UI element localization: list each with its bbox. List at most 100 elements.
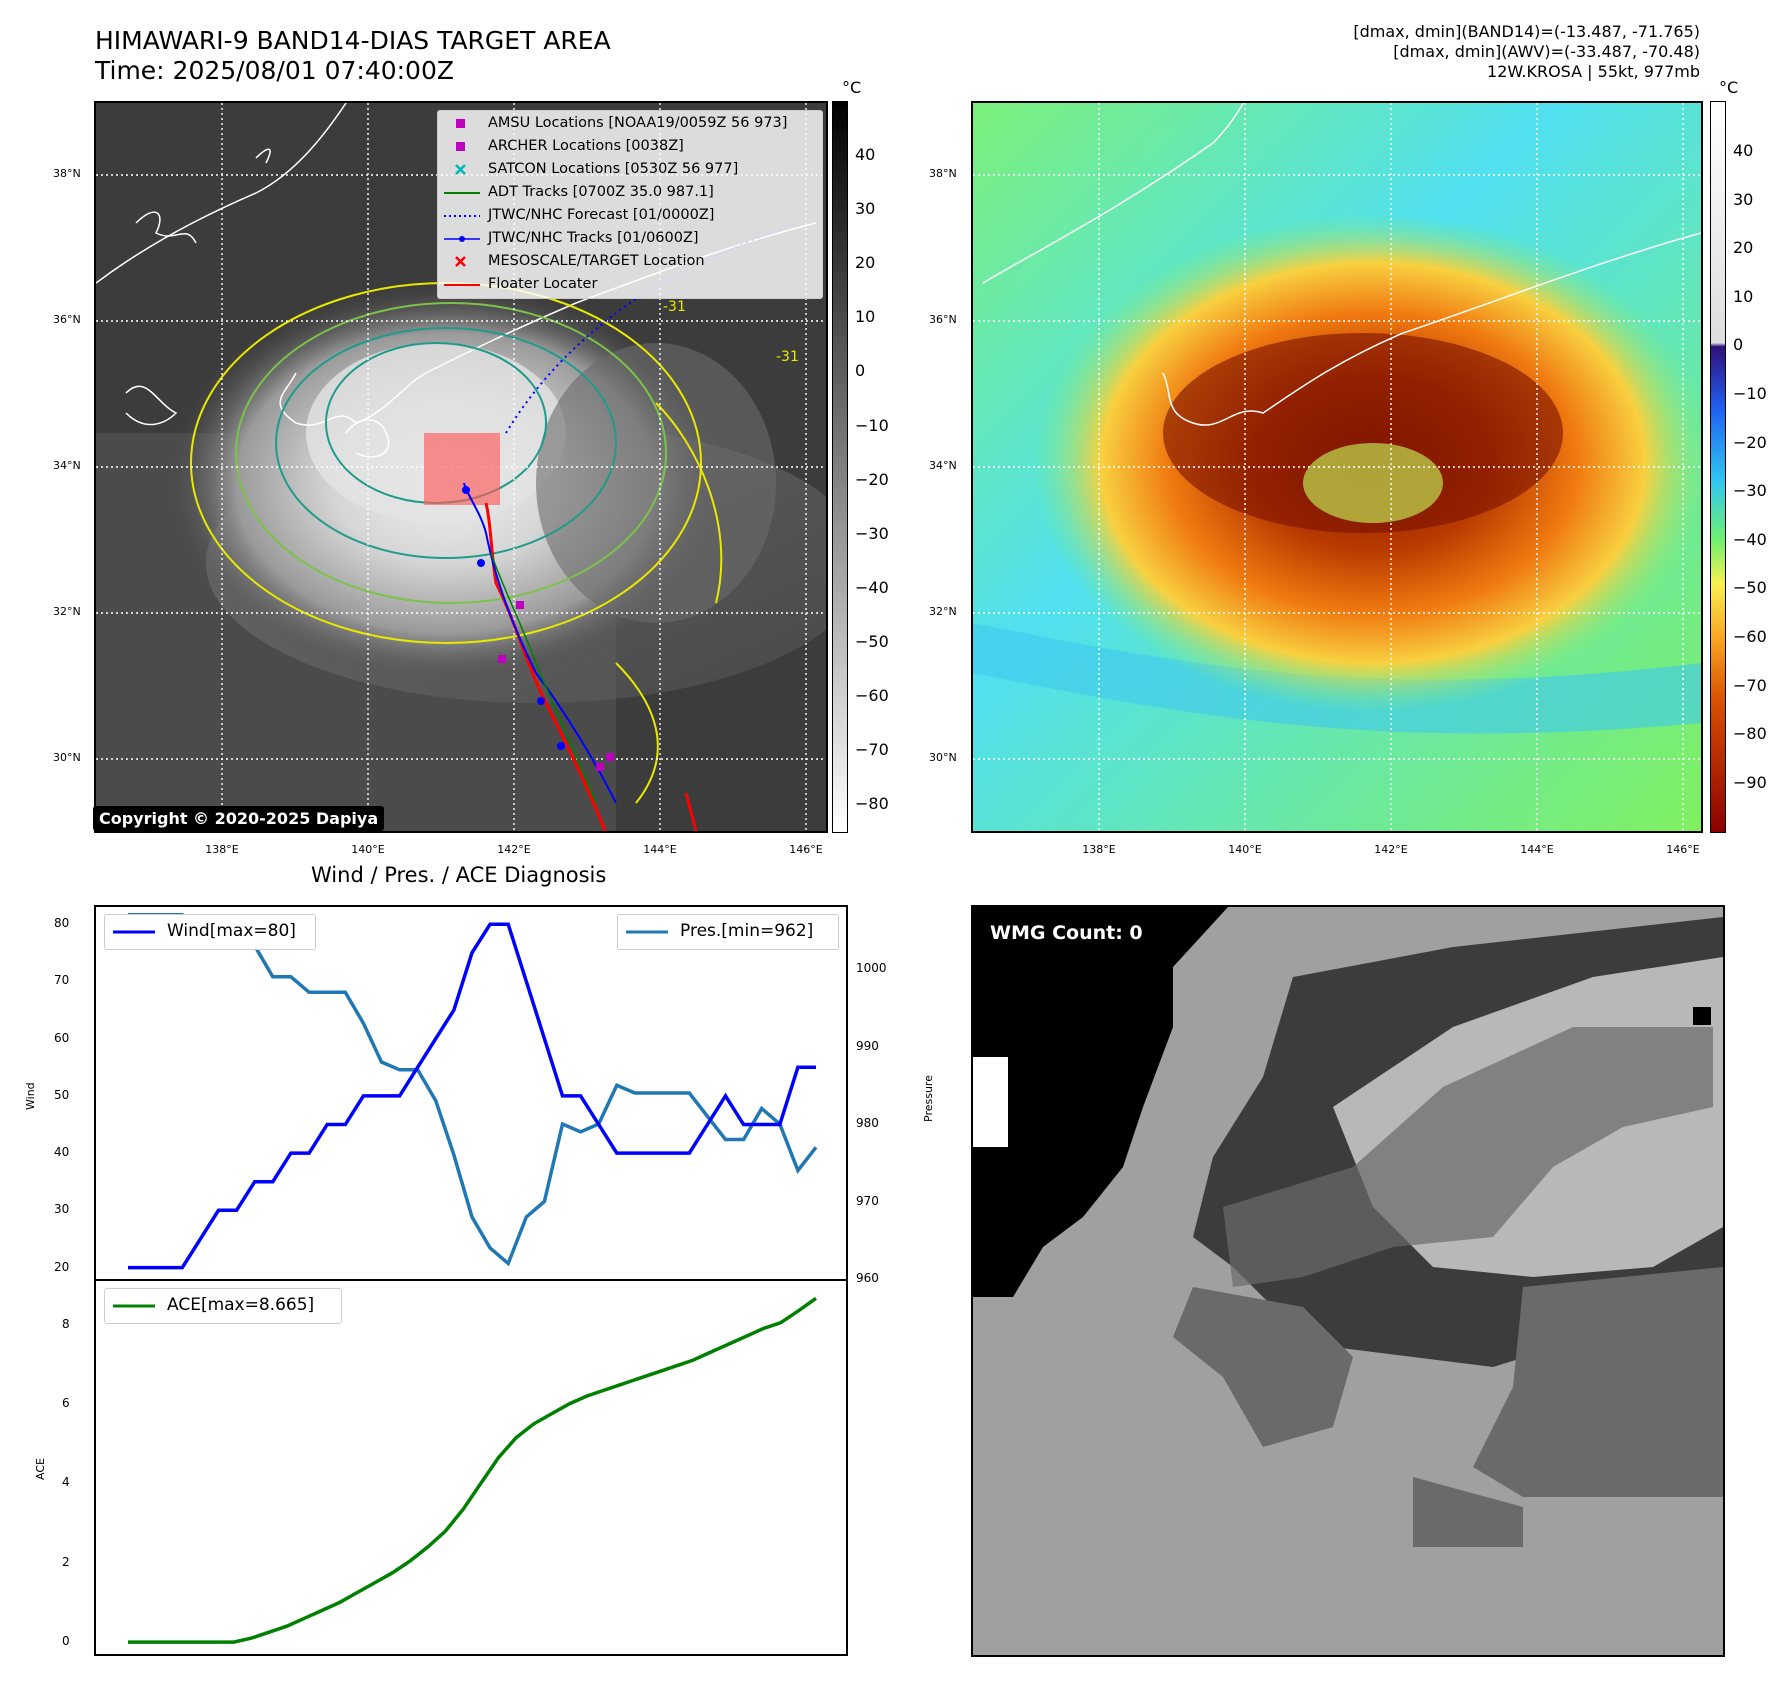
contour-label-2: -31	[776, 349, 799, 365]
blue-line-dot-icon	[444, 236, 480, 242]
ir-colorbar-tick: −10	[855, 415, 889, 435]
contour-label-1: -31	[663, 299, 686, 315]
awv-colorbar-tick: −60	[1733, 627, 1767, 646]
ir-colorbar-tick: 20	[855, 253, 876, 273]
blue-dotted-line-icon	[444, 215, 480, 217]
legend-item-adt: ADT Tracks [0700Z 35.0 987.1]	[438, 182, 822, 204]
wind-axis-label: Wind	[24, 1082, 37, 1110]
wind-legend-line-icon	[113, 930, 155, 934]
ir-lat-label: 30°N	[53, 751, 81, 764]
wind-ytick: 50	[54, 1087, 70, 1102]
awv-lat-label: 38°N	[929, 167, 957, 180]
ace-ytick: 8	[62, 1316, 70, 1331]
awv-lon-label: 146°E	[1666, 843, 1700, 856]
red-line-icon	[444, 284, 480, 286]
wind-pressure-lines	[128, 913, 818, 1270]
ir-lon-label: 142°E	[497, 843, 531, 856]
ir-colorbar-tick: 0	[855, 361, 866, 381]
ir-colorbar-unit: °C	[842, 78, 862, 97]
ace-ytick: 0	[62, 1634, 70, 1649]
awv-colorbar-tick: 20	[1733, 238, 1754, 258]
awv-lon-label: 142°E	[1374, 843, 1408, 856]
pressure-ytick: 990	[856, 1038, 879, 1053]
stats-line-2: [dmax, dmin](AWV)=(-33.487, -70.48)	[1393, 42, 1700, 61]
pressure-ytick: 1000	[856, 961, 887, 975]
legend-item-forecast: JTWC/NHC Forecast [01/0000Z]	[438, 205, 822, 227]
ir-lat-label: 38°N	[53, 167, 81, 180]
awv-colorbar-tick: −80	[1733, 724, 1767, 744]
stats-line-3: 12W.KROSA | 55kt, 977mb	[1487, 62, 1700, 81]
figure-title: HIMAWARI-9 BAND14-DIAS TARGET AREA Time:…	[95, 26, 611, 86]
ir-lon-label: 138°E	[205, 843, 239, 856]
ace-ytick: 4	[62, 1475, 70, 1490]
awv-lat-label: 34°N	[929, 459, 957, 472]
ir-colorbar-tick: −20	[855, 469, 889, 489]
ir-colorbar-tick: −70	[855, 740, 889, 760]
awv-colorbar-tick: −40	[1733, 529, 1767, 549]
pressure-legend-line-icon	[626, 930, 668, 934]
ir-lon-label: 144°E	[643, 843, 677, 856]
amsu-archer-markers	[498, 601, 614, 771]
wind-ytick: 70	[54, 973, 70, 988]
wind-ytick: 80	[54, 916, 70, 931]
wind-series-line	[128, 922, 816, 1270]
ir-lon-label: 146°E	[789, 843, 823, 856]
awv-colorbar-tick: −90	[1733, 772, 1767, 792]
awv-map-graphic	[973, 103, 1701, 831]
ir-lat-label: 34°N	[53, 459, 81, 472]
awv-colorbar-tick: −70	[1733, 675, 1767, 695]
ace-ytick: 2	[62, 1554, 70, 1569]
ir-colorbar-tick: 30	[855, 199, 876, 219]
wmg-grid-graphic	[973, 907, 1723, 1655]
ir-colorbar-tick: −50	[855, 631, 889, 651]
jtwc-track-points	[462, 486, 565, 750]
pressure-ytick: 970	[856, 1193, 879, 1208]
copyright-badge: Copyright © 2020-2025 Dapiya	[93, 806, 385, 831]
awv-colorbar-tick: −30	[1733, 481, 1767, 501]
awv-colorbar-tick: 30	[1733, 189, 1754, 209]
ir-colorbar-tick: 40	[855, 145, 876, 164]
legend-item-amsu: AMSU Locations [NOAA19/0059Z 56 973]	[438, 113, 822, 135]
awv-lon-label: 138°E	[1082, 843, 1116, 856]
stats-block: [dmax, dmin](BAND14)=(-13.487, -71.765) …	[1353, 22, 1700, 82]
ir-colorbar-tick: −80	[855, 794, 889, 814]
awv-colorbar-tick: 10	[1733, 286, 1754, 306]
title-line-2: Time: 2025/08/01 07:40:00Z	[95, 56, 454, 85]
ace-legend-line-icon	[113, 1304, 155, 1308]
awv-lat-label: 36°N	[929, 313, 957, 326]
wmg-panel	[971, 905, 1725, 1657]
awv-lon-label: 140°E	[1228, 843, 1262, 856]
legend-item-satcon: SATCON Locations [0530Z 56 977]	[438, 159, 822, 181]
ir-lat-label: 36°N	[53, 313, 81, 326]
green-line-icon	[444, 192, 480, 194]
pressure-legend: Pres.[min=962]	[617, 914, 839, 950]
magenta-square-icon	[456, 119, 465, 128]
awv-colorbar-unit: °C	[1719, 78, 1739, 97]
title-line-1: HIMAWARI-9 BAND14-DIAS TARGET AREA	[95, 26, 611, 55]
wind-ytick: 20	[54, 1259, 70, 1274]
wmg-count-label: WMG Count: 0	[990, 922, 1143, 944]
ace-legend-label: ACE[max=8.665]	[167, 1295, 315, 1315]
wind-ytick: 40	[54, 1145, 70, 1160]
awv-colorbar-tick: 0	[1733, 335, 1744, 355]
ace-line	[128, 1296, 818, 1644]
ir-lat-label: 32°N	[53, 605, 81, 618]
legend-item-floater: Floater Locater	[438, 274, 822, 296]
awv-colorbar	[1710, 101, 1726, 833]
ir-colorbar-tick: 10	[855, 307, 876, 327]
cyan-x-icon	[455, 164, 466, 175]
ace-axis-label: ACE	[34, 1458, 47, 1480]
red-x-icon	[455, 256, 466, 267]
ace-plot	[94, 1279, 848, 1656]
wind-ytick: 30	[54, 1202, 70, 1217]
awv-satellite-map	[971, 101, 1703, 833]
ace-series-line	[128, 1296, 818, 1644]
pressure-axis-label: Pressure	[922, 1075, 935, 1122]
wind-legend-label: Wind[max=80]	[167, 921, 296, 941]
awv-colorbar-tick: −50	[1733, 578, 1767, 598]
ace-legend: ACE[max=8.665]	[104, 1288, 342, 1324]
awv-lat-label: 32°N	[929, 605, 957, 618]
awv-colorbar-tick: −20	[1733, 432, 1767, 452]
ir-map-legend: AMSU Locations [NOAA19/0059Z 56 973] ARC…	[437, 110, 823, 299]
awv-lat-label: 30°N	[929, 751, 957, 764]
